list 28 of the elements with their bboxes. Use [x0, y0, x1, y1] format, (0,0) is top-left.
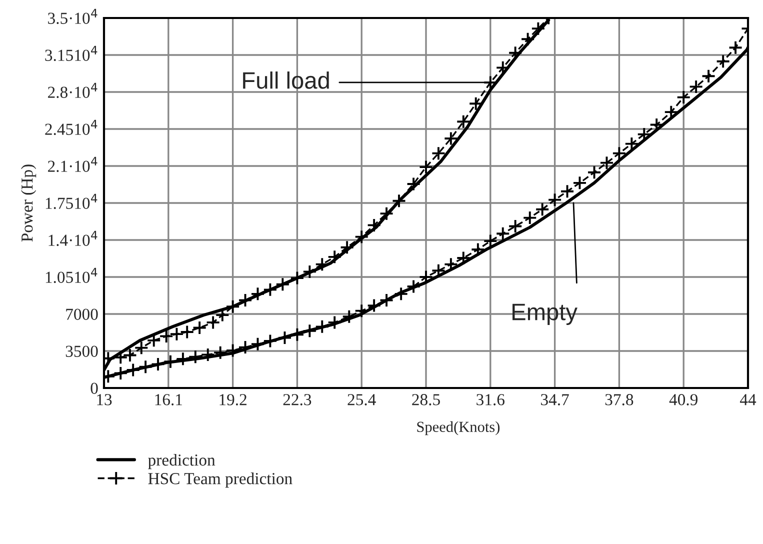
x-tick-label: 13 [97, 394, 112, 406]
x-tick-label: 28.5 [412, 394, 440, 406]
x-tick-label: 25.4 [348, 394, 376, 406]
y-tick-label: 3.5·10$^{4}$ [48, 8, 98, 24]
y-tick-label: 1.4·10$^{4}$ [48, 230, 98, 246]
x-tick-label: 37.8 [605, 394, 634, 406]
y-tick-label: 0 [90, 382, 98, 394]
y-tick-label: 7000 [66, 308, 98, 320]
x-tick-label: 40.9 [669, 394, 698, 406]
y-tick-label: 2.8·10$^{4}$ [48, 82, 98, 98]
y-axis-title: Power (Hp) [20, 164, 36, 242]
legend-label: HSC Team prediction [148, 472, 292, 488]
y-tick-label: 1.7510$^{4}$ [46, 194, 98, 210]
y-tick-label: 2.1·10$^{4}$ [48, 156, 98, 172]
x-tick-label: 16.1 [155, 394, 182, 406]
y-tick-label: 2.4510$^{4}$ [45, 120, 98, 136]
y-tick-label: 3500 [66, 346, 98, 357]
x-tick-label: 19.2 [220, 394, 246, 406]
annotation: Full load [243, 71, 329, 89]
x-tick-label: 22.3 [283, 394, 312, 406]
x-axis-title: Speed(Knots) [417, 421, 500, 436]
x-tick-label: 44 [740, 394, 756, 406]
x-tick-label: 31.6 [476, 394, 504, 406]
legend-label: prediction [148, 454, 216, 470]
annotation: Empty [512, 304, 578, 326]
y-tick-label: 3.1510$^{4}$ [45, 46, 98, 62]
x-tick-label: 34.7 [541, 394, 569, 406]
y-tick-label: 1.0510$^{4}$ [46, 268, 98, 284]
